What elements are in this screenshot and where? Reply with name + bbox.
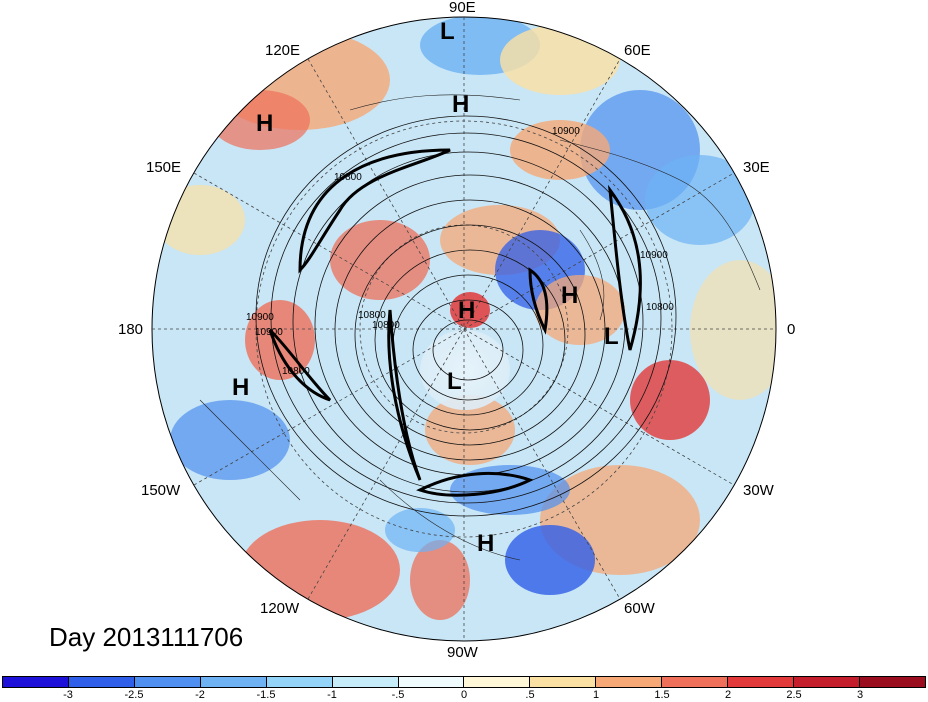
colorbar-swatch [596,677,663,687]
pressure-center-marker: H [458,297,476,324]
pressure-center-marker: H [477,530,495,557]
colorbar-tick-label: 0 [460,689,468,701]
lon-label-150w: 150W [141,482,181,499]
coastlines [199,94,761,561]
colorbar-swatch [530,677,597,687]
jet-stream-contours [268,148,642,497]
colorbar-tick-label: -2.5 [124,689,144,701]
colorbar-tick-label: -3 [63,689,73,701]
colorbar-swatch [200,677,267,687]
contour-label-7: 10800 [646,302,674,313]
lon-label-90w: 90W [447,644,478,661]
colorbar-tick-label: -1 [327,689,337,701]
colorbar-tick-label: -1.5 [256,689,276,701]
colorbar-swatch [794,677,860,687]
colorbar-swatch [68,677,135,687]
colorbar-swatch [134,677,201,687]
colorbar-swatch [464,677,531,687]
lon-label-120e: 120E [265,42,301,59]
pressure-center-marker: H [256,110,274,137]
contour-label-5: 10800 [282,366,310,377]
colorbar-swatch [3,677,69,687]
colorbar-tick-label: 2.5 [786,689,802,701]
pressure-center-marker: L [604,323,619,350]
pressure-center-marker: H [232,374,250,401]
contour-label-6: 10900 [640,250,668,261]
colorbar-swatch [662,677,729,687]
colorbar-tick-label: 1 [592,689,600,701]
contour-label-8: 10900 [255,327,283,338]
colorbar-swatch [728,677,795,687]
lon-label-180: 180 [118,321,144,338]
colorbar-swatch [332,677,399,687]
lon-label-0: 0 [787,321,796,338]
contour-label-1: 10900 [552,126,580,137]
lon-label-60w: 60W [624,600,655,617]
lon-label-90e: 90E [449,0,476,16]
anomaly-field [152,17,776,641]
contour-label-9: 10800 [372,320,400,331]
colorbar-tick-label: 1.5 [654,689,670,701]
pressure-center-marker: L [440,18,455,45]
pressure-center-marker: H [561,282,579,309]
lon-label-30w: 30W [743,482,774,499]
colorbar-swatch [398,677,465,687]
colorbar-tick-label: .5 [525,689,535,701]
pressure-center-marker: L [447,368,462,395]
pressure-center-marker: H [452,91,470,118]
graticule [152,17,776,641]
contour-label-2: 10800 [334,172,362,183]
colorbar-tick-label: 2 [724,689,732,701]
colorbar-tick-label: -.5 [391,689,405,701]
colorbar-swatch [859,677,925,687]
day-title: Day 2013111706 [49,622,244,652]
colorbar [2,676,926,688]
colorbar-swatch [266,677,333,687]
polar-stereographic-map: 10900 10800 10800 10900 10800 10900 1080… [151,16,777,642]
lon-label-150e: 150E [146,159,182,176]
colorbar-tick-label: -2 [195,689,205,701]
lon-label-60e: 60E [624,42,651,59]
lon-label-120w: 120W [260,600,300,617]
lon-label-30e: 30E [743,159,770,176]
contour-label-4: 10900 [246,312,274,323]
contour-label-3: 10800 [358,310,386,321]
colorbar-tick-label: 3 [856,689,864,701]
